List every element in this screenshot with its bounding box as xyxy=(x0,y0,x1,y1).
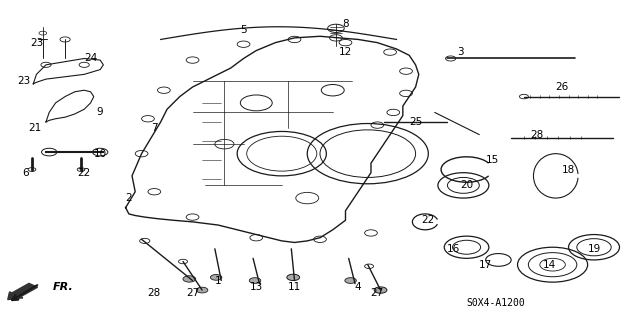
Text: 26: 26 xyxy=(556,82,569,92)
Text: 13: 13 xyxy=(250,282,263,292)
Text: 22: 22 xyxy=(422,215,435,225)
Text: 5: 5 xyxy=(240,25,247,35)
Text: 9: 9 xyxy=(97,108,104,117)
Text: 17: 17 xyxy=(479,260,492,270)
Text: 24: 24 xyxy=(84,53,97,63)
Text: 27: 27 xyxy=(186,288,199,298)
Text: 18: 18 xyxy=(562,164,575,174)
Text: 4: 4 xyxy=(355,282,362,292)
Text: 28: 28 xyxy=(148,288,161,298)
Text: 22: 22 xyxy=(77,168,91,178)
Circle shape xyxy=(345,278,356,284)
Text: 3: 3 xyxy=(457,47,463,57)
Text: 12: 12 xyxy=(339,47,352,57)
Text: 14: 14 xyxy=(543,260,556,270)
Circle shape xyxy=(183,276,196,282)
Text: 20: 20 xyxy=(460,180,473,190)
FancyArrow shape xyxy=(8,284,38,300)
Text: 10: 10 xyxy=(93,149,107,159)
Text: 16: 16 xyxy=(447,244,460,254)
Text: 8: 8 xyxy=(342,19,349,28)
Text: 11: 11 xyxy=(288,282,301,292)
Text: 19: 19 xyxy=(588,244,600,254)
Text: 27: 27 xyxy=(371,288,384,298)
Text: 2: 2 xyxy=(125,193,132,203)
Circle shape xyxy=(287,274,300,281)
Text: 28: 28 xyxy=(530,130,543,140)
Text: 21: 21 xyxy=(28,123,41,133)
Text: FR.: FR. xyxy=(52,282,73,292)
Text: 25: 25 xyxy=(409,117,422,127)
Circle shape xyxy=(249,278,260,284)
Circle shape xyxy=(374,287,387,293)
Text: 15: 15 xyxy=(485,155,499,165)
Circle shape xyxy=(196,287,208,293)
Text: 1: 1 xyxy=(215,276,221,285)
Text: S0X4-A1200: S0X4-A1200 xyxy=(467,298,525,308)
Circle shape xyxy=(60,37,70,42)
Text: 23: 23 xyxy=(30,38,43,48)
Text: 23: 23 xyxy=(17,76,30,86)
Text: 6: 6 xyxy=(22,168,29,178)
Circle shape xyxy=(211,275,222,280)
Text: 7: 7 xyxy=(151,123,157,133)
